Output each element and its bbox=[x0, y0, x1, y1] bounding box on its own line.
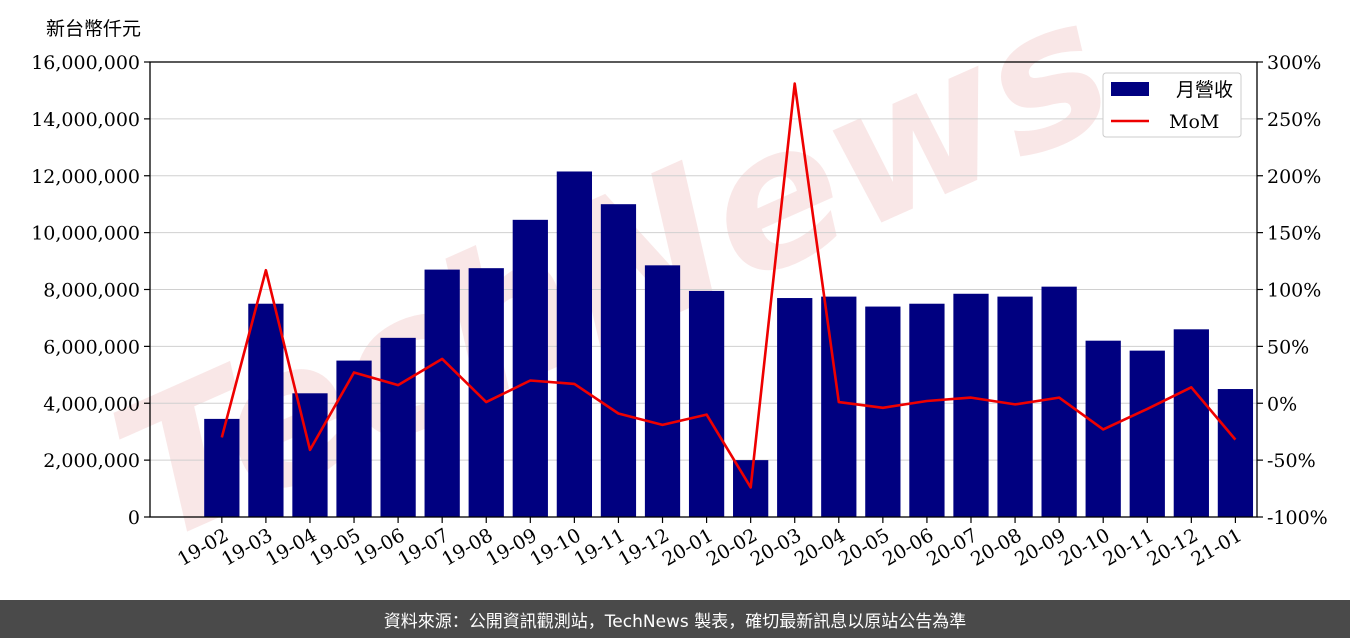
y-right-tick-label: 250% bbox=[1267, 109, 1321, 131]
bar bbox=[909, 303, 945, 517]
revenue-chart: TechNews02,000,0004,000,0006,000,0008,00… bbox=[31, 0, 1328, 586]
legend-bar-swatch bbox=[1111, 82, 1149, 96]
bar bbox=[556, 171, 593, 517]
bar bbox=[468, 268, 504, 517]
bar bbox=[1217, 389, 1254, 517]
y-right-tick-label: -100% bbox=[1267, 507, 1328, 529]
y-left-tick-label: 8,000,000 bbox=[43, 280, 140, 302]
legend-bar-label: 月營收 bbox=[1176, 79, 1233, 101]
bar bbox=[424, 269, 460, 517]
source-footer-text: 資料來源：公開資訊觀測站，TechNews 製表，確切最新訊息以原站公告為準 bbox=[383, 611, 967, 632]
y-left-tick-label: 2,000,000 bbox=[43, 450, 140, 472]
bar bbox=[512, 219, 548, 517]
y-right-tick-label: 150% bbox=[1267, 223, 1321, 245]
bar bbox=[821, 296, 857, 517]
bar bbox=[336, 360, 372, 517]
y-left-tick-label: 12,000,000 bbox=[31, 166, 140, 188]
x-tick-label: 21-01 bbox=[1187, 524, 1245, 570]
y-left-tick-label: 4,000,000 bbox=[43, 393, 140, 415]
y-left-tick-label: 10,000,000 bbox=[31, 223, 140, 245]
y-right-tick-label: 50% bbox=[1267, 336, 1309, 358]
y-left-tick-label: 14,000,000 bbox=[31, 109, 140, 131]
bar bbox=[953, 293, 989, 517]
y-right-tick-label: 100% bbox=[1267, 280, 1321, 302]
y-left-tick-label: 0 bbox=[128, 507, 140, 529]
y-right-tick-label: 300% bbox=[1267, 52, 1321, 74]
y-left-tick-label: 16,000,000 bbox=[31, 52, 140, 74]
y-left-tick-label: 6,000,000 bbox=[43, 336, 140, 358]
chart-area: TechNews02,000,0004,000,0006,000,0008,00… bbox=[31, 0, 1328, 586]
bar bbox=[380, 337, 416, 517]
y-right-tick-label: 0% bbox=[1267, 393, 1297, 415]
bar bbox=[1129, 350, 1165, 517]
legend-line-label: MoM bbox=[1169, 111, 1219, 133]
bar bbox=[1041, 286, 1077, 517]
bar bbox=[600, 204, 637, 517]
bar bbox=[248, 303, 284, 517]
bar bbox=[688, 290, 725, 517]
y-right-tick-label: -50% bbox=[1267, 450, 1316, 472]
bar bbox=[865, 306, 901, 517]
y-axis-unit-label: 新台幣仟元 bbox=[46, 18, 142, 40]
bar bbox=[997, 296, 1033, 517]
mom-line bbox=[220, 82, 1237, 489]
bar bbox=[1173, 329, 1209, 517]
source-footer: 資料來源：公開資訊觀測站，TechNews 製表，確切最新訊息以原站公告為準 bbox=[0, 600, 1350, 638]
bar bbox=[777, 298, 813, 517]
y-right-tick-label: 200% bbox=[1267, 166, 1321, 188]
bar bbox=[644, 265, 681, 517]
bar bbox=[292, 393, 328, 517]
